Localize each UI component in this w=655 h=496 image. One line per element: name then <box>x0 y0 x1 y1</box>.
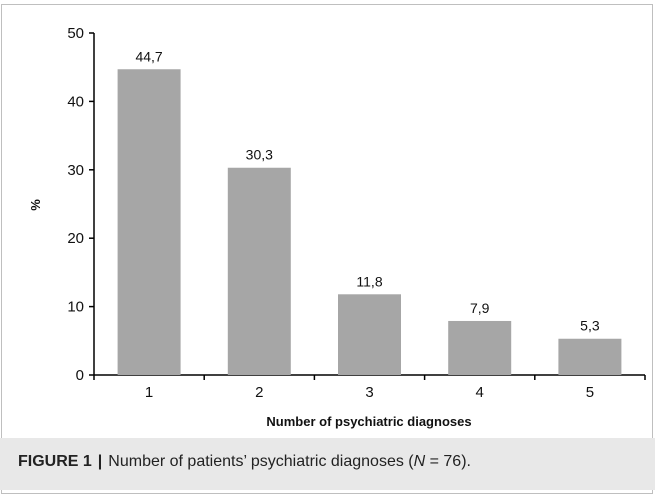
y-tick-label: 10 <box>67 299 84 316</box>
y-tick-label: 40 <box>67 93 84 110</box>
data-labels: 44,7 30,3 11,8 7,9 5,3 <box>135 48 599 333</box>
x-tick-label: 1 <box>145 384 153 401</box>
x-axis-title: Number of psychiatric diagnoses <box>266 414 471 429</box>
data-label: 11,8 <box>356 273 382 289</box>
bar <box>338 294 401 375</box>
data-label: 30,3 <box>246 147 273 163</box>
bar <box>448 320 512 375</box>
data-label: 7,9 <box>470 300 490 316</box>
y-axis: 0 10 20 30 40 50 <box>67 25 95 384</box>
bar <box>227 167 291 375</box>
caption-bar <box>0 438 655 490</box>
data-label: 5,3 <box>580 318 600 334</box>
y-axis-title: % <box>28 199 43 211</box>
y-tick-label: 20 <box>67 230 84 247</box>
caption-separator: | <box>97 453 103 470</box>
data-label: 44,7 <box>135 48 162 64</box>
bar-chart: 0 10 20 30 40 50 1 2 3 4 5 44,7 30,3 11,8 7,9 5,3 % N… <box>28 25 646 429</box>
y-tick-label: 0 <box>76 367 84 384</box>
x-tick-label: 3 <box>365 384 373 401</box>
x-tick-label: 4 <box>476 384 484 401</box>
y-tick-label: 30 <box>67 162 84 179</box>
x-tick-label: 5 <box>586 384 594 401</box>
x-axis: 1 2 3 4 5 <box>93 374 646 401</box>
caption-italic-n: N <box>413 453 426 470</box>
bar <box>558 338 622 375</box>
figure-label: FIGURE 1 <box>18 453 92 470</box>
caption-text-before: Number of patients’ psychiatric diagnose… <box>108 453 414 470</box>
figure-caption: FIGURE 1 | Number of patients’ psychiatric… <box>18 453 471 471</box>
caption-text-after: = 76). <box>425 453 471 470</box>
figure-frame <box>1 4 653 494</box>
bars <box>117 69 622 375</box>
bar <box>117 69 181 375</box>
y-tick-label: 50 <box>67 25 84 42</box>
x-tick-label: 2 <box>255 384 263 401</box>
